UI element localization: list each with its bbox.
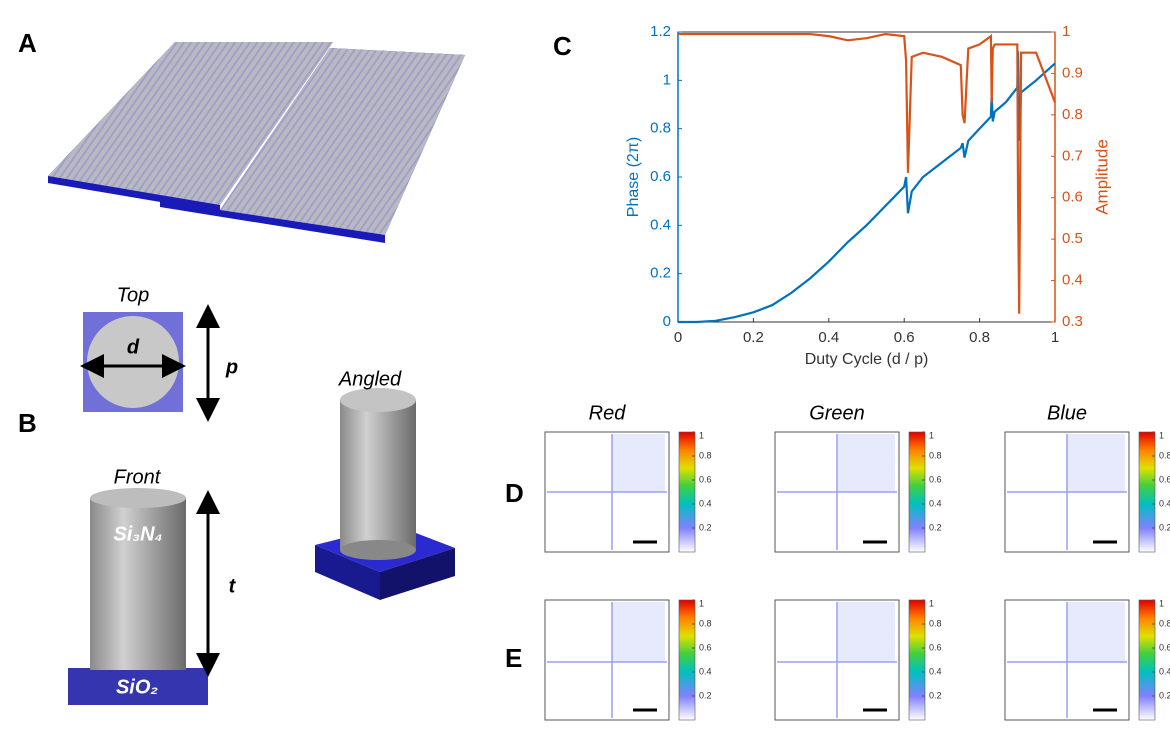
colorbar-tick-label: 0.2: [699, 522, 712, 532]
y-tick-label: 0.8: [650, 120, 671, 137]
panel-a: [48, 42, 465, 243]
plot-frame: [678, 32, 1055, 322]
label: p: [225, 356, 238, 378]
x-tick-label: 0: [674, 329, 682, 346]
pillar-base: [340, 540, 416, 560]
maps: Red 1 0.8 0.6 0.4 0.2 1 0.8 0.6 0.4 0.2 Green 1 0.8 0.…: [545, 402, 1170, 720]
colorbar-tick-label: 0.4: [699, 666, 712, 676]
y-tick-label: 0.4: [650, 216, 671, 233]
y2-tick-label: 1: [1062, 23, 1070, 40]
colorbar: [909, 600, 925, 720]
chart-c: 0 0.2 0.4 0.6 0.8 1 0 0.2 0.4 0.6 0.8 1 1.2 0.3 0.4 0.5…: [625, 23, 1111, 368]
y2-axis-title: Amplitude: [1092, 139, 1111, 215]
pillar-top: [90, 488, 186, 508]
label: Si₃N₄: [113, 523, 162, 545]
colorbar-tick-label: 0.6: [1159, 474, 1170, 484]
top-pillar: [87, 316, 179, 408]
colorbar-tick-label: 0.2: [929, 690, 942, 700]
colorbar: [1139, 600, 1155, 720]
x-axis-title: Duty Cycle (d / p): [805, 351, 929, 368]
series-line: [678, 34, 1055, 314]
y2-tick-label: 0.9: [1062, 64, 1083, 81]
y2-tick-label: 0.8: [1062, 106, 1083, 123]
colorbar-tick-label: 0.2: [929, 522, 942, 532]
y2-tick-label: 0.6: [1062, 189, 1083, 206]
label: Angled: [338, 368, 402, 390]
figure: Top d p Front Si₃N₄ SiO₂ t Angled A B C …: [0, 0, 1170, 725]
y2-tick-label: 0.3: [1062, 313, 1083, 330]
colorbar-tick-label: 0.4: [1159, 498, 1170, 508]
colorbar-tick-label: 0.8: [929, 618, 942, 628]
column-title: Green: [809, 402, 865, 424]
pillar-top: [340, 388, 416, 412]
map-signal: [612, 602, 665, 662]
colorbar-tick-label: 0.2: [699, 690, 712, 700]
y2-tick-label: 0.4: [1062, 272, 1083, 289]
map-signal: [1067, 434, 1125, 492]
colorbar-tick-label: 0.8: [699, 618, 712, 628]
panel-label: C: [553, 31, 572, 61]
panel-label: A: [18, 28, 37, 58]
colorbar: [1139, 432, 1155, 552]
label: SiO₂: [116, 676, 158, 698]
map-signal: [612, 434, 665, 492]
y2-tick-label: 0.7: [1062, 147, 1083, 164]
colorbar-tick-label: 0.4: [929, 666, 942, 676]
y2-tick-label: 0.5: [1062, 230, 1083, 247]
y-tick-label: 0: [663, 313, 671, 330]
colorbar-tick-label: 0.8: [699, 450, 712, 460]
colorbar-tick-label: 0.8: [1159, 450, 1170, 460]
colorbar: [679, 432, 695, 552]
label: Front: [114, 466, 162, 488]
colorbar-tick-label: 1: [1159, 430, 1164, 440]
colorbar-tick-label: 0.6: [929, 474, 942, 484]
colorbar-tick-label: 0.4: [699, 498, 712, 508]
colorbar-tick-label: 1: [929, 430, 934, 440]
y-axis-title: Phase (2π): [625, 137, 642, 217]
column-title: Blue: [1047, 402, 1087, 424]
colorbar-tick-label: 1: [699, 598, 704, 608]
x-tick-label: 0.2: [743, 329, 764, 346]
colorbar-tick-label: 0.6: [699, 642, 712, 652]
colorbar-tick-label: 0.8: [1159, 618, 1170, 628]
x-tick-label: 0.6: [894, 329, 915, 346]
label: Top: [117, 284, 150, 306]
colorbar-tick-label: 0.4: [929, 498, 942, 508]
y-tick-label: 1: [663, 71, 671, 88]
label: d: [127, 336, 140, 358]
colorbar-tick-label: 0.6: [929, 642, 942, 652]
colorbar-tick-label: 1: [929, 598, 934, 608]
colorbar-tick-label: 0.6: [699, 474, 712, 484]
panel-label: D: [505, 478, 524, 508]
x-tick-label: 0.4: [818, 329, 839, 346]
label: t: [229, 575, 237, 597]
x-tick-label: 0.8: [969, 329, 990, 346]
colorbar: [909, 432, 925, 552]
colorbar-tick-label: 0.8: [929, 450, 942, 460]
map-signal: [1067, 602, 1125, 662]
colorbar-tick-label: 1: [699, 430, 704, 440]
panel-label: B: [18, 408, 37, 438]
colorbar-tick-label: 0.4: [1159, 666, 1170, 676]
y-tick-label: 0.2: [650, 265, 671, 282]
pillar: [340, 400, 416, 550]
x-tick-label: 1: [1051, 329, 1059, 346]
y-tick-label: 1.2: [650, 23, 671, 40]
colorbar-tick-label: 0.6: [1159, 642, 1170, 652]
colorbar: [679, 600, 695, 720]
colorbar-tick-label: 0.2: [1159, 690, 1170, 700]
y-tick-label: 0.6: [650, 168, 671, 185]
series-line: [678, 51, 1055, 322]
map-signal: [837, 434, 895, 492]
colorbar-tick-label: 0.2: [1159, 522, 1170, 532]
column-title: Red: [589, 402, 627, 424]
map-signal: [837, 602, 895, 662]
panel-label: E: [505, 643, 522, 673]
panel-b: Top d p Front Si₃N₄ SiO₂ t Angled: [68, 284, 455, 705]
colorbar-tick-label: 1: [1159, 598, 1164, 608]
